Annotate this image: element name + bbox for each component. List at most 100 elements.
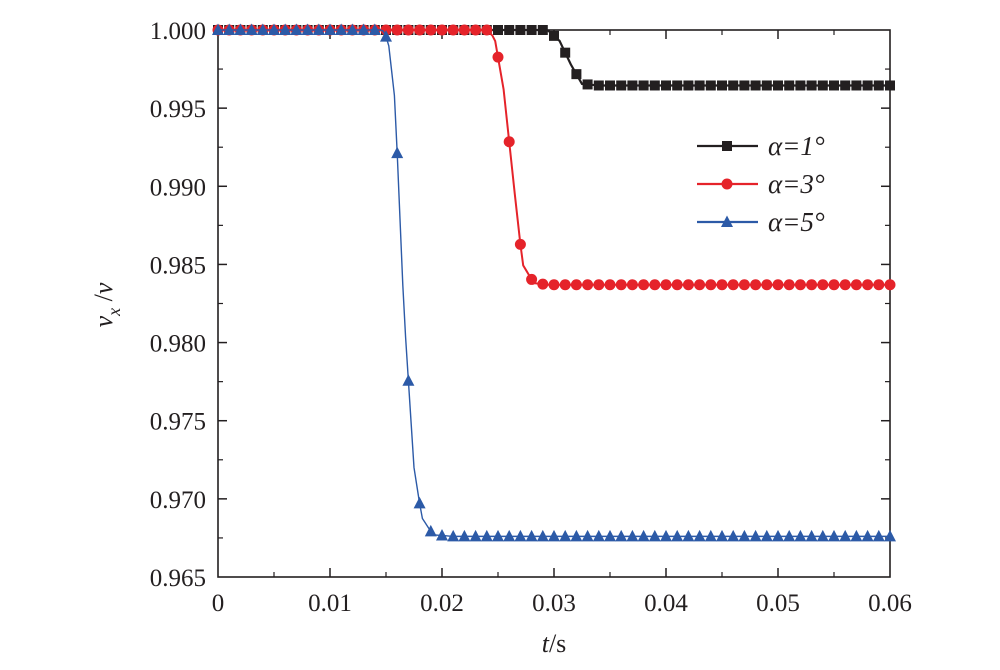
- series-marker: [772, 279, 784, 291]
- series-marker: [324, 23, 336, 35]
- series-marker: [739, 80, 750, 91]
- y-tick-label: 0.965: [150, 565, 206, 592]
- series-marker: [806, 279, 818, 291]
- y-tick-label: 0.975: [150, 409, 206, 436]
- series-marker: [615, 529, 628, 542]
- legend-marker: [721, 178, 733, 190]
- series-marker: [873, 80, 884, 91]
- series-marker: [223, 23, 236, 35]
- series-marker: [761, 279, 773, 291]
- x-tick-label: 0.04: [644, 590, 688, 617]
- x-tick-label: 0.03: [532, 590, 576, 617]
- series-marker: [772, 529, 784, 542]
- series-marker: [626, 529, 639, 542]
- x-tick-label: 0.02: [420, 590, 464, 617]
- series-2: [212, 24, 896, 291]
- series-marker: [705, 279, 717, 291]
- series-marker: [346, 23, 359, 35]
- series-marker: [402, 24, 414, 36]
- series-marker: [872, 529, 885, 542]
- series-marker: [368, 23, 381, 35]
- series-marker: [660, 529, 672, 542]
- series-marker: [515, 25, 526, 35]
- series-marker: [705, 80, 716, 91]
- series-marker: [481, 24, 493, 36]
- axis-ticks: 0 0.01 0.02 0.03 0.04 0.05 0.06 1.000 0.995 0.990…: [150, 18, 912, 617]
- series-marker: [492, 51, 504, 63]
- series-marker: [817, 80, 828, 91]
- series-marker: [738, 279, 750, 291]
- series-marker: [582, 279, 594, 291]
- series-marker: [717, 80, 727, 91]
- series-marker: [805, 529, 818, 542]
- series-marker: [436, 528, 448, 541]
- series-marker: [806, 80, 817, 91]
- y-axis-title-text: vx /v: [89, 282, 124, 327]
- series-marker: [447, 529, 460, 542]
- series-marker: [626, 279, 638, 291]
- series-marker: [391, 146, 404, 159]
- series-marker: [391, 24, 403, 36]
- series-marker: [604, 529, 616, 542]
- series-marker: [256, 23, 269, 35]
- series-marker: [436, 24, 448, 36]
- x-tick-label: 0.01: [308, 590, 352, 617]
- series-marker: [884, 279, 896, 291]
- series-marker: [593, 279, 605, 291]
- series-marker: [850, 279, 862, 291]
- series-marker: [795, 80, 806, 91]
- series-marker: [571, 69, 582, 80]
- series-marker: [525, 529, 538, 542]
- series-marker: [245, 23, 258, 35]
- series-marker: [638, 80, 649, 91]
- y-axis-title: vx /v: [89, 282, 124, 327]
- series-marker: [862, 279, 874, 291]
- series-marker: [794, 279, 806, 291]
- y-tick-label: 0.985: [150, 252, 206, 279]
- series-marker: [829, 80, 839, 91]
- series-marker: [380, 24, 392, 36]
- series-marker: [592, 529, 605, 542]
- series-marker: [492, 529, 504, 542]
- series-marker: [581, 529, 594, 542]
- series-marker: [312, 23, 325, 35]
- series-marker: [683, 80, 694, 91]
- series-marker: [570, 279, 582, 291]
- series-marker: [469, 529, 482, 542]
- series-marker: [750, 80, 761, 91]
- series-marker: [548, 529, 560, 542]
- legend-label: α=1°: [768, 131, 825, 161]
- series-marker: [862, 80, 873, 91]
- series-marker: [716, 279, 728, 291]
- series-marker: [727, 529, 740, 542]
- series-marker: [503, 136, 515, 148]
- series-marker: [570, 529, 583, 542]
- series-marker: [480, 529, 493, 542]
- y-tick-label: 0.990: [150, 174, 206, 201]
- series-marker: [885, 80, 895, 91]
- series-marker: [761, 80, 772, 91]
- series-marker: [514, 238, 526, 250]
- series-marker: [616, 80, 627, 91]
- series-marker: [682, 529, 695, 542]
- series-marker: [458, 529, 471, 542]
- series-marker: [536, 529, 549, 542]
- series-marker: [873, 279, 885, 291]
- x-tick-label: 0.05: [756, 590, 800, 617]
- series-marker: [560, 47, 571, 58]
- series-marker: [402, 374, 415, 386]
- legend-label: α=3°: [768, 169, 825, 199]
- series-marker: [604, 279, 616, 291]
- series-marker: [884, 529, 896, 542]
- series-marker: [593, 80, 604, 91]
- series-marker: [661, 80, 671, 91]
- series-marker: [828, 279, 840, 291]
- series-marker: [671, 279, 683, 291]
- series-marker: [425, 24, 437, 36]
- series-marker: [816, 529, 829, 542]
- series-marker: [649, 80, 660, 91]
- series-marker: [682, 279, 694, 291]
- series-marker: [783, 529, 796, 542]
